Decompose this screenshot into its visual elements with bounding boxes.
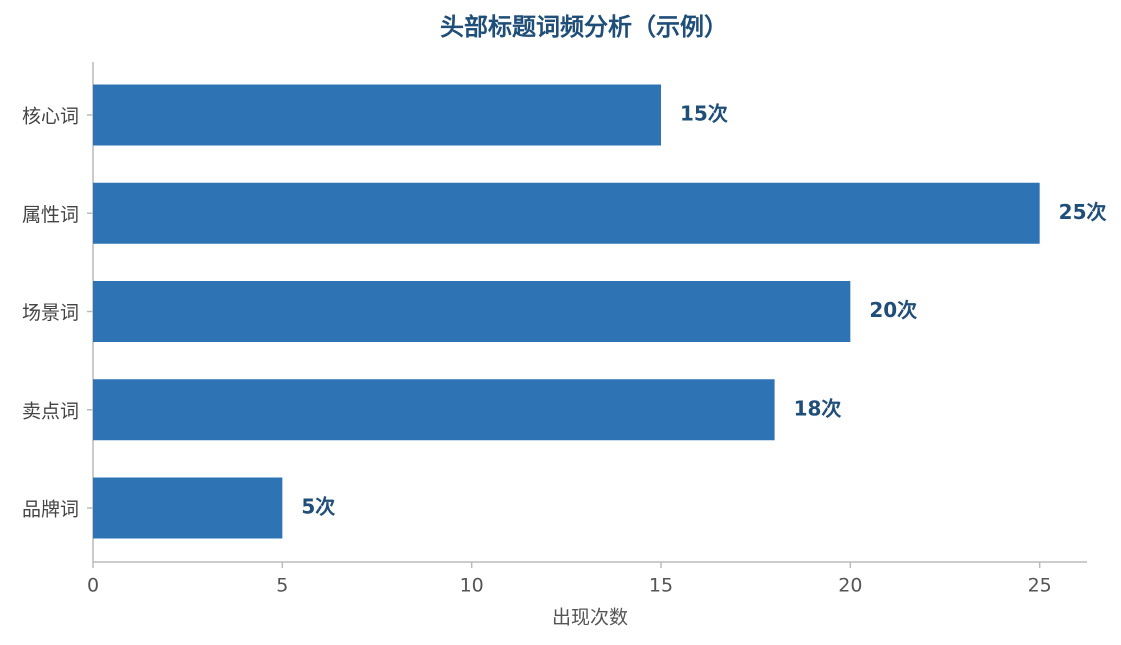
value-label: 25次 [1059,200,1107,224]
x-tick-label: 25 [1028,575,1052,597]
bar [93,281,851,342]
y-tick-label: 属性词 [22,204,79,226]
y-tick-label: 卖点词 [22,400,79,422]
chart-title: 头部标题词频分析（示例） [440,13,728,41]
x-tick-label: 15 [649,575,673,597]
bar [93,477,283,539]
y-tick-label: 核心词 [22,106,79,128]
bar [93,379,775,441]
value-label: 5次 [301,495,335,519]
y-tick-label: 场景词 [22,302,79,324]
x-tick-label: 5 [276,575,288,597]
value-label: 18次 [794,396,842,420]
x-axis-label: 出现次数 [552,607,628,629]
x-tick-label: 0 [87,575,99,597]
value-label: 15次 [680,102,728,126]
x-tick-label: 20 [838,575,862,597]
bar [93,182,1040,244]
y-tick-label: 品牌词 [22,499,79,521]
bar [93,84,661,146]
x-tick-label: 10 [460,575,484,597]
value-label: 20次 [869,298,917,322]
